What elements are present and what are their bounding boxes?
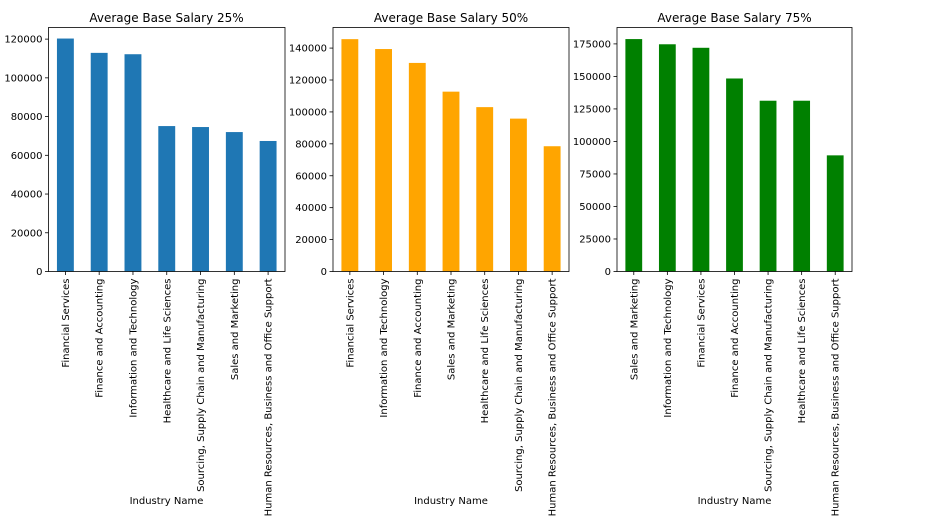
y-tick-label: 150000 bbox=[573, 72, 611, 83]
y-tick-label: 50000 bbox=[579, 202, 611, 213]
y-tick-label: 100000 bbox=[573, 137, 611, 148]
x-tick-label: Sales and Marketing bbox=[629, 279, 640, 381]
bar bbox=[442, 91, 460, 272]
y-tick-label: 120000 bbox=[4, 35, 42, 46]
x-tick-label: Human Resources, Business and Office Sup… bbox=[264, 278, 275, 516]
bar bbox=[543, 146, 561, 272]
bar bbox=[375, 49, 392, 272]
bar bbox=[510, 118, 527, 272]
x-tick-label: Financial Services bbox=[696, 279, 707, 368]
x-tick-label: Financial Services bbox=[345, 279, 356, 368]
y-tick-label: 40000 bbox=[11, 190, 43, 201]
bar bbox=[341, 39, 359, 272]
chart-25-percentile: Average Base Salary 25% Industry Name 0 2… bbox=[4, 11, 286, 516]
bar bbox=[726, 78, 743, 272]
x-tick-label: Human Resources, Business and Office Sup… bbox=[831, 278, 842, 516]
bar bbox=[90, 52, 108, 272]
x-tick-label: Sourcing, Supply Chain and Manufacturing bbox=[514, 279, 525, 492]
x-tick-label: Financial Services bbox=[61, 279, 72, 368]
chart-75-percentile: Average Base Salary 75% Industry Name 0 2… bbox=[573, 11, 853, 516]
y-tick-label: 175000 bbox=[573, 39, 611, 50]
y-tick-label: 20000 bbox=[11, 228, 43, 239]
y-tick-label: 125000 bbox=[573, 104, 611, 115]
y-tick-label: 0 bbox=[605, 267, 611, 278]
x-tick-label: Information and Technology bbox=[379, 278, 390, 417]
y-tick-label: 80000 bbox=[295, 139, 327, 150]
bar bbox=[192, 127, 209, 272]
x-tick-label: Sales and Marketing bbox=[447, 279, 458, 381]
y-tick-label: 40000 bbox=[295, 203, 327, 214]
chart-title: Average Base Salary 25% bbox=[89, 11, 243, 25]
x-tick-label: Human Resources, Business and Office Sup… bbox=[548, 278, 559, 516]
x-tick-label: Information and Technology bbox=[128, 278, 139, 417]
bar bbox=[56, 38, 74, 272]
bar bbox=[793, 100, 811, 272]
chart-title: Average Base Salary 50% bbox=[374, 11, 528, 25]
bar bbox=[658, 44, 676, 272]
y-tick-label: 80000 bbox=[11, 112, 43, 123]
y-tick-label: 0 bbox=[36, 267, 42, 278]
bar bbox=[124, 54, 142, 272]
x-axis-label: Industry Name bbox=[414, 496, 488, 507]
y-tick-label: 60000 bbox=[295, 171, 327, 182]
x-tick-label: Sourcing, Supply Chain and Manufacturing bbox=[196, 279, 207, 492]
x-tick-label: Information and Technology bbox=[663, 278, 674, 417]
bar bbox=[759, 100, 777, 272]
bar bbox=[408, 62, 426, 272]
y-tick-label: 25000 bbox=[579, 234, 611, 245]
x-axis-label: Industry Name bbox=[130, 496, 204, 507]
y-tick-label: 0 bbox=[321, 267, 327, 278]
bar bbox=[259, 140, 277, 272]
y-tick-label: 120000 bbox=[289, 76, 327, 87]
x-tick-label: Finance and Accounting bbox=[95, 279, 106, 398]
bar bbox=[476, 107, 494, 272]
x-tick-label: Sourcing, Supply Chain and Manufacturing bbox=[764, 279, 775, 492]
y-tick-label: 60000 bbox=[11, 151, 43, 162]
x-tick-label: Finance and Accounting bbox=[413, 279, 424, 398]
y-tick-label: 75000 bbox=[579, 169, 611, 180]
y-tick-label: 100000 bbox=[4, 73, 42, 84]
y-tick-label: 20000 bbox=[295, 235, 327, 246]
x-tick-label: Healthcare and Life Sciences bbox=[162, 279, 173, 424]
x-tick-label: Healthcare and Life Sciences bbox=[797, 279, 808, 424]
x-tick-label: Finance and Accounting bbox=[730, 279, 741, 398]
chart-50-percentile: Average Base Salary 50% Industry Name 0 2… bbox=[289, 11, 570, 516]
y-tick-label: 100000 bbox=[289, 107, 327, 118]
bar bbox=[225, 132, 243, 272]
bar bbox=[826, 155, 844, 272]
bar bbox=[692, 47, 710, 272]
y-tick-label: 140000 bbox=[289, 44, 327, 55]
bar bbox=[625, 39, 643, 272]
x-axis-label: Industry Name bbox=[698, 496, 772, 507]
chart-title: Average Base Salary 75% bbox=[657, 11, 811, 25]
bar bbox=[158, 126, 176, 272]
x-tick-label: Sales and Marketing bbox=[230, 279, 241, 381]
x-tick-label: Healthcare and Life Sciences bbox=[480, 279, 491, 424]
